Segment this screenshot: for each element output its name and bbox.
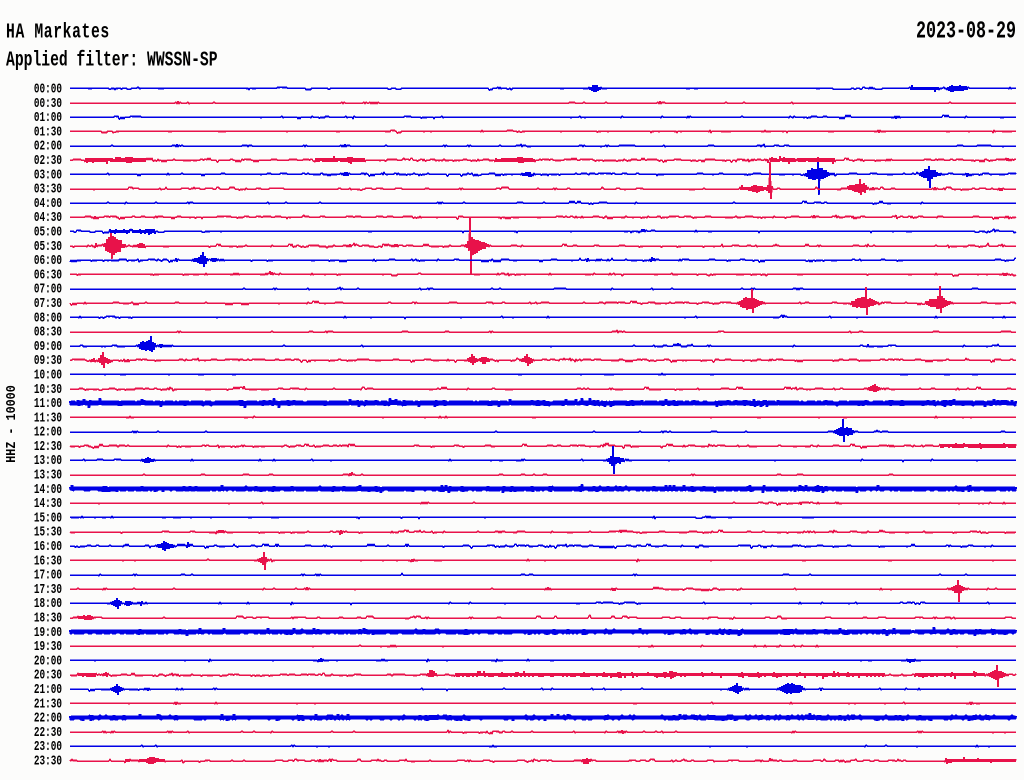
svg-text:06:00: 06:00: [34, 252, 62, 268]
svg-text:02:00: 02:00: [34, 138, 62, 154]
svg-text:14:00: 14:00: [34, 481, 62, 497]
svg-text:23:00: 23:00: [34, 738, 62, 754]
svg-text:07:30: 07:30: [34, 295, 62, 311]
svg-text:05:00: 05:00: [34, 224, 62, 240]
svg-text:12:00: 12:00: [34, 424, 62, 440]
svg-text:Applied filter: WWSSN-SP: Applied filter: WWSSN-SP: [6, 49, 218, 72]
svg-text:00:30: 00:30: [34, 95, 62, 111]
svg-text:15:30: 15:30: [34, 524, 62, 540]
svg-text:13:00: 13:00: [34, 452, 62, 468]
svg-text:2023-08-29: 2023-08-29: [916, 19, 1016, 46]
svg-text:23:30: 23:30: [34, 753, 62, 769]
svg-text:11:00: 11:00: [34, 395, 62, 411]
svg-text:06:30: 06:30: [34, 267, 62, 283]
svg-text:08:00: 08:00: [34, 310, 62, 326]
svg-text:19:00: 19:00: [34, 624, 62, 640]
svg-text:19:30: 19:30: [34, 638, 62, 654]
svg-text:02:30: 02:30: [34, 152, 62, 168]
svg-text:22:00: 22:00: [34, 710, 62, 726]
svg-text:18:00: 18:00: [34, 595, 62, 611]
svg-text:01:30: 01:30: [34, 124, 62, 140]
svg-text:14:30: 14:30: [34, 495, 62, 511]
svg-text:10:30: 10:30: [34, 381, 62, 397]
svg-text:09:00: 09:00: [34, 338, 62, 354]
svg-text:22:30: 22:30: [34, 724, 62, 740]
svg-text:03:00: 03:00: [34, 167, 62, 183]
svg-text:13:30: 13:30: [34, 467, 62, 483]
svg-text:09:30: 09:30: [34, 352, 62, 368]
svg-text:10:00: 10:00: [34, 367, 62, 383]
svg-text:00:00: 00:00: [34, 81, 62, 97]
svg-text:17:00: 17:00: [34, 567, 62, 583]
svg-text:01:00: 01:00: [34, 109, 62, 125]
svg-text:16:30: 16:30: [34, 553, 62, 569]
svg-text:20:30: 20:30: [34, 667, 62, 683]
svg-text:12:30: 12:30: [34, 438, 62, 454]
svg-text:20:00: 20:00: [34, 653, 62, 669]
svg-text:HA Markates: HA Markates: [6, 21, 110, 44]
svg-text:HHZ - 10000: HHZ - 10000: [3, 385, 19, 463]
svg-text:16:00: 16:00: [34, 538, 62, 554]
svg-text:11:30: 11:30: [34, 410, 62, 426]
svg-text:17:30: 17:30: [34, 581, 62, 597]
svg-text:08:30: 08:30: [34, 324, 62, 340]
svg-text:18:30: 18:30: [34, 610, 62, 626]
svg-text:05:30: 05:30: [34, 238, 62, 254]
svg-text:21:00: 21:00: [34, 681, 62, 697]
svg-text:04:30: 04:30: [34, 209, 62, 225]
svg-text:04:00: 04:00: [34, 195, 62, 211]
svg-text:15:00: 15:00: [34, 510, 62, 526]
svg-text:03:30: 03:30: [34, 181, 62, 197]
svg-text:21:30: 21:30: [34, 696, 62, 712]
svg-text:07:00: 07:00: [34, 281, 62, 297]
